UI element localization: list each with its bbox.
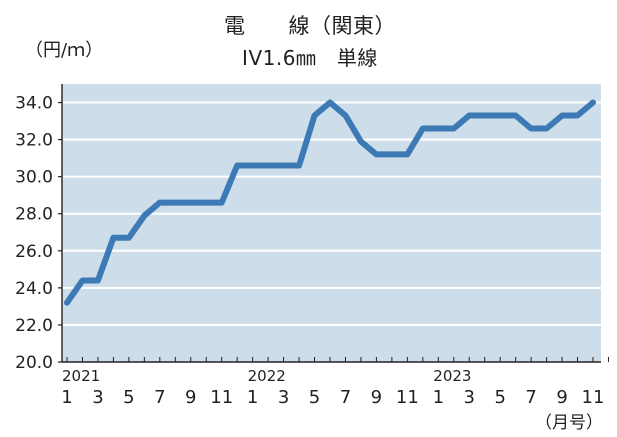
- data-points: [66, 102, 594, 303]
- x-tick-label: 11: [396, 387, 419, 408]
- x-tick-label: 1: [433, 387, 444, 408]
- chart-subtitle: IV1.6㎜ 単線: [242, 46, 378, 70]
- y-axis-ticks: 20.0 22.0 24.0 26.0 28.0 30.0 32.0 34.0: [15, 94, 62, 373]
- x-tick-label: 5: [309, 387, 320, 408]
- y-axis-unit: （円/ｍ）: [25, 40, 104, 61]
- y-tick-label: 22.0: [15, 316, 53, 336]
- x-tick-label: 9: [371, 387, 382, 408]
- y-tick-label: 24.0: [15, 279, 53, 299]
- x-tick-label: 7: [525, 387, 536, 408]
- y-tick-label: 26.0: [15, 242, 53, 262]
- gridlines: [62, 101, 601, 326]
- year-label: 2022: [248, 367, 286, 385]
- x-tick-label: 11: [582, 387, 605, 408]
- x-tick-label: 5: [123, 387, 134, 408]
- x-tick-label: 3: [278, 387, 289, 408]
- chart-title: 電 線（関東）: [224, 14, 396, 38]
- y-tick-label: 28.0: [15, 205, 53, 225]
- x-tick-label: 11: [210, 387, 233, 408]
- x-tick-label: 1: [247, 387, 258, 408]
- x-tick-label: 1: [61, 387, 72, 408]
- x-axis-unit: （月号）: [535, 413, 603, 433]
- year-label: 2023: [433, 367, 471, 385]
- year-label: 2021: [62, 367, 100, 385]
- x-tick-label: 7: [340, 387, 351, 408]
- y-tick-label: 32.0: [15, 131, 53, 151]
- plot-background: [62, 84, 601, 362]
- y-tick-label: 34.0: [15, 94, 53, 114]
- y-tick-label: 20.0: [15, 353, 53, 373]
- x-tick-label: 9: [185, 387, 196, 408]
- x-tick-label: 3: [464, 387, 475, 408]
- y-tick-label: 30.0: [15, 168, 53, 188]
- x-tick-label: 9: [556, 387, 567, 408]
- x-tick-label: 3: [92, 387, 103, 408]
- x-tick-label: 5: [494, 387, 505, 408]
- x-tick-label: 7: [154, 387, 165, 408]
